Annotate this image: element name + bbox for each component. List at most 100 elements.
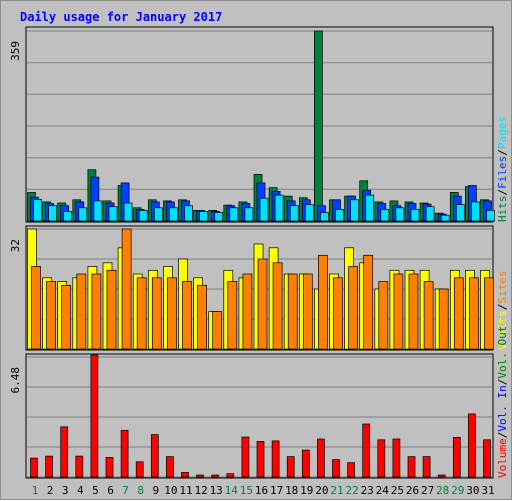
x-tick-label: 25 (391, 484, 404, 497)
bar-volume-day-13 (211, 474, 220, 478)
bar-volume-day-16 (256, 441, 265, 478)
panel-volume: 6.48 Volume/Vol. In/Vol. Out (9, 326, 509, 479)
bar-pages-day-6 (108, 206, 118, 222)
bar-pages-day-4 (78, 207, 88, 222)
bar-volume-day-9 (150, 434, 159, 478)
x-tick-label: 30 (466, 484, 479, 497)
bar-volume-day-4 (75, 455, 84, 478)
x-tick-label: 18 (285, 484, 298, 497)
bar-volume-day-10 (166, 456, 174, 478)
legend-separator: / (496, 379, 509, 386)
bar-sites-day-6 (106, 269, 117, 350)
bar-volume-day-11 (181, 472, 189, 478)
x-tick-label: 8 (137, 484, 144, 497)
bar-pages-day-3 (63, 211, 73, 222)
bar-volume-day-19 (301, 449, 310, 478)
legend-volume: Volume/Vol. In/Vol. Out (496, 326, 509, 478)
bar-sites-day-4 (76, 273, 87, 350)
bar-pages-day-16 (259, 197, 269, 222)
bar-pages-day-21 (335, 209, 344, 222)
bar-sites-day-1 (31, 266, 41, 350)
bar-volume-day-28 (437, 474, 446, 478)
y-max-label: 32 (9, 239, 22, 252)
bar-hits-day-20 (314, 30, 323, 222)
bar-pages-day-26 (410, 209, 420, 222)
bars-visitors (27, 228, 494, 350)
bar-sites-day-19 (302, 273, 313, 350)
bar-pages-day-9 (153, 207, 163, 222)
bar-pages-day-25 (395, 207, 405, 222)
bars-requests (27, 30, 495, 222)
bar-pages-day-17 (274, 194, 284, 222)
bar-volume-day-6 (105, 457, 114, 478)
y-max-label: 6.48 (9, 367, 22, 394)
bar-volume-day-27 (422, 456, 431, 478)
legend-hits: Hits (496, 196, 509, 223)
legend-volume: Volume (496, 438, 509, 478)
bar-volume-day-14 (226, 473, 235, 478)
legend-sites: Sites (496, 271, 509, 304)
bar-pages-day-22 (350, 199, 359, 222)
bar-pages-day-8 (138, 210, 148, 222)
x-tick-label: 13 (210, 484, 223, 497)
bar-pages-day-11 (184, 205, 193, 222)
bar-sites-day-12 (197, 284, 207, 350)
x-tick-label: 10 (164, 484, 177, 497)
legend-pages: Pages (496, 116, 509, 149)
bar-pages-day-1 (33, 198, 42, 222)
bar-sites-day-29 (453, 277, 464, 350)
bar-pages-day-27 (425, 206, 435, 222)
bar-pages-day-19 (304, 204, 314, 222)
x-tick-label: 22 (345, 484, 358, 497)
legend-separator: / (496, 432, 509, 439)
x-tick-label: 20 (315, 484, 328, 497)
legend-files: Files (496, 156, 509, 189)
bar-pages-day-23 (365, 194, 375, 222)
x-tick-label: 17 (270, 484, 283, 497)
bar-volume-day-30 (468, 413, 476, 478)
bar-sites-day-21 (333, 277, 343, 350)
bar-volume-day-8 (135, 461, 144, 478)
bar-pages-day-20 (320, 212, 329, 222)
x-tick-label: 5 (92, 484, 99, 497)
bar-volume-day-31 (483, 439, 491, 478)
x-tick-label: 16 (255, 484, 268, 497)
legend-volin: Vol. In (496, 385, 509, 431)
bar-sites-day-14 (227, 281, 238, 350)
legend-requests: Hits/Files/Pages (496, 116, 509, 222)
bar-volume-day-25 (392, 438, 401, 478)
bars-volume (30, 354, 491, 478)
x-tick-label: 14 (225, 484, 239, 497)
bar-volume-day-26 (407, 456, 416, 478)
bar-pages-day-5 (93, 200, 103, 222)
bar-pages-day-15 (244, 207, 254, 222)
legend-separator: / (496, 149, 509, 156)
x-tick-label: 9 (152, 484, 159, 497)
x-tick-label: 6 (107, 484, 114, 497)
bar-pages-day-31 (486, 210, 495, 222)
bar-pages-day-28 (440, 214, 450, 222)
bar-volume-day-23 (362, 423, 371, 478)
x-tick-label: 23 (361, 484, 374, 497)
x-tick-label: 2 (47, 484, 54, 497)
legend-separator: / (496, 304, 509, 311)
bar-volume-day-18 (286, 456, 295, 478)
bar-pages-day-24 (380, 209, 390, 222)
bar-sites-day-23 (363, 254, 374, 350)
bar-volume-day-2 (45, 455, 53, 478)
bar-sites-day-31 (484, 277, 494, 350)
x-tick-label: 3 (62, 484, 69, 497)
bar-sites-day-11 (182, 281, 192, 350)
x-tick-label: 29 (451, 484, 464, 497)
bar-pages-day-18 (289, 205, 299, 222)
panel-visitors: 32 Visits/Sites (9, 225, 509, 351)
bar-volume-day-3 (60, 426, 69, 478)
bar-sites-day-5 (91, 273, 102, 350)
bar-sites-day-17 (272, 262, 283, 350)
chart-title: Daily usage for January 2017 (20, 10, 222, 24)
bar-volume-day-21 (332, 459, 340, 478)
x-tick-label: 27 (421, 484, 434, 497)
